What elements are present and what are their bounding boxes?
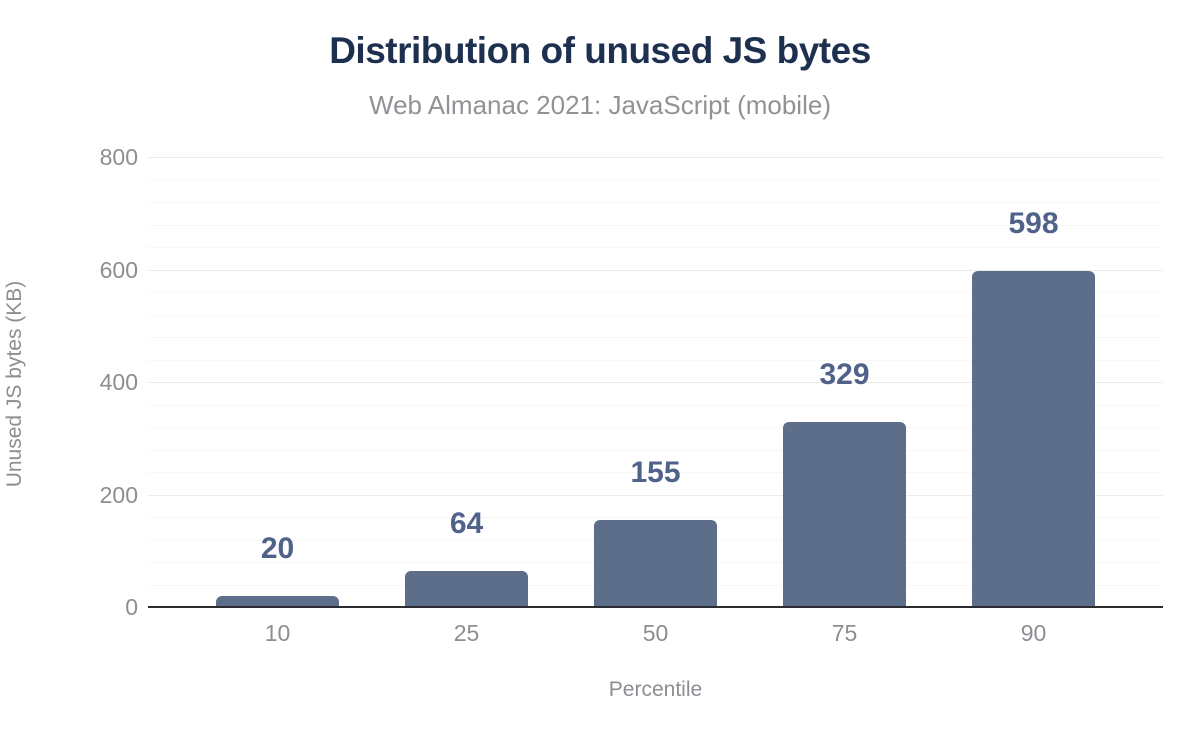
chart-subtitle: Web Almanac 2021: JavaScript (mobile)	[369, 90, 831, 120]
minor-gridline	[148, 472, 1163, 473]
y-tick-label: 400	[99, 369, 138, 395]
x-tick-label: 10	[264, 620, 291, 646]
minor-gridline	[148, 292, 1163, 293]
y-tick-label: 600	[99, 256, 138, 283]
bar-value-label: 598	[1008, 206, 1059, 240]
major-gridline	[148, 269, 1163, 271]
bar-p90	[972, 270, 1095, 607]
y-tick-label: 200	[99, 481, 138, 508]
major-gridline	[148, 157, 1163, 158]
x-tick-label: 25	[453, 620, 480, 646]
bar-p10	[216, 595, 339, 607]
bar-value-label: 64	[449, 507, 484, 540]
minor-gridline	[148, 517, 1163, 518]
minor-gridline	[148, 427, 1163, 428]
minor-gridline	[148, 359, 1163, 361]
bar-p25	[405, 571, 528, 607]
x-tick-label: 50	[642, 620, 669, 646]
major-gridline	[148, 382, 1163, 383]
x-tick-label: 75	[831, 620, 858, 646]
bar-value-label: 155	[630, 455, 681, 489]
minor-gridline	[148, 404, 1163, 406]
minor-gridline	[148, 449, 1163, 451]
bar-value-label: 329	[819, 357, 870, 391]
y-axis-title: Unused JS bytes (KB)	[3, 280, 26, 488]
bar-p50	[594, 519, 717, 607]
minor-gridline	[148, 202, 1163, 203]
y-tick-label: 0	[125, 594, 138, 620]
plot-area: 20 64 155 329 598	[148, 157, 1163, 608]
minor-gridline	[148, 179, 1163, 181]
x-tick-label: 90	[1020, 620, 1047, 646]
y-tick-label: 800	[99, 144, 138, 170]
x-axis-line	[148, 606, 1163, 608]
minor-gridline	[148, 224, 1163, 226]
minor-gridline	[148, 337, 1163, 338]
major-gridline	[148, 494, 1163, 496]
x-axis-title: Percentile	[608, 678, 703, 701]
bar-p75	[783, 421, 906, 607]
minor-gridline	[148, 314, 1163, 316]
minor-gridline	[148, 247, 1163, 248]
bar-value-label: 20	[260, 531, 295, 565]
chart-title: Distribution of unused JS bytes	[329, 30, 871, 71]
